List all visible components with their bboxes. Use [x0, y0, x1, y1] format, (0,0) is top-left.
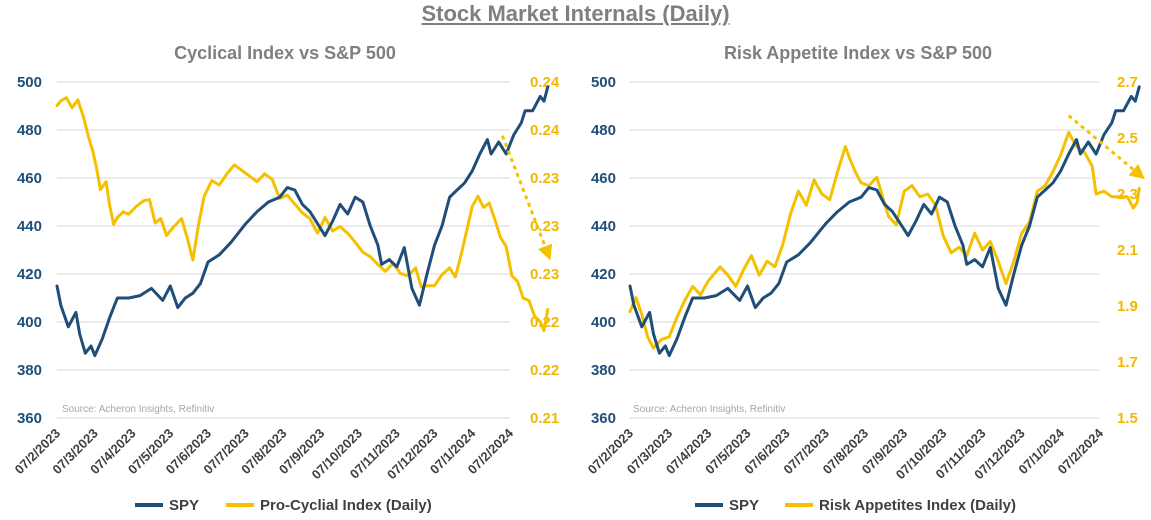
y-right-tick-label: 2.5 [1117, 130, 1138, 147]
source-note: Source: Acheron Insights, Refinitiv [62, 404, 214, 415]
y-left-tick-label: 460 [17, 170, 42, 187]
y-left-tick-label: 440 [591, 218, 616, 235]
y-right-tick-label: 1.5 [1117, 410, 1138, 427]
series-line-index [55, 96, 550, 333]
legend-label-spy: SPY [729, 497, 759, 514]
y-right-tick-label: 1.9 [1117, 298, 1138, 315]
y-left-tick-label: 380 [17, 362, 42, 379]
y-left-tick-label: 380 [591, 362, 616, 379]
y-right-tick-label: 2.7 [1117, 74, 1138, 91]
y-left-tick-label: 420 [591, 266, 616, 283]
y-left-tick-label: 360 [17, 410, 42, 427]
y-left-tick-label: 460 [591, 170, 616, 187]
chart-title: Cyclical Index vs S&P 500 [174, 43, 396, 63]
y-left-tick-label: 500 [17, 74, 42, 91]
legend-label-index: Pro-Cyclial Index (Daily) [260, 497, 432, 514]
y-left-tick-label: 500 [591, 74, 616, 91]
legend-label-index: Risk Appetites Index (Daily) [819, 497, 1016, 514]
y-left-tick-label: 480 [591, 122, 616, 139]
page-title: Stock Market Internals (Daily) [421, 1, 730, 26]
legend-label-spy: SPY [169, 497, 199, 514]
source-note: Source: Acheron Insights, Refinitiv [633, 404, 785, 415]
y-right-tick-label: 2.1 [1117, 242, 1138, 259]
y-right-tick-label: 0.23 [530, 266, 559, 283]
trend-arrow [501, 135, 553, 261]
y-left-tick-label: 440 [17, 218, 42, 235]
chart-panel-2: Risk Appetite Index vs S&P 500 500 480 460 4… [585, 43, 1145, 514]
y-left-tick-label: 400 [17, 314, 42, 331]
y-right-tick-label: 1.7 [1117, 354, 1138, 371]
y-right-tick-label: 2.3 [1117, 186, 1138, 203]
y-right-tick-label: 0.23 [530, 170, 559, 187]
y-left-tick-label: 360 [591, 410, 616, 427]
chart-panel-1: Cyclical Index vs S&P 500 500 480 460 440 420… [12, 43, 560, 514]
series-line-spy [55, 85, 550, 358]
y-right-tick-label: 0.24 [530, 122, 560, 139]
y-right-tick-label: 0.22 [530, 362, 559, 379]
y-left-tick-label: 420 [17, 266, 42, 283]
chart-title: Risk Appetite Index vs S&P 500 [724, 43, 992, 63]
series-line-spy [628, 85, 1141, 358]
y-right-tick-label: 0.23 [530, 218, 559, 235]
y-right-tick-label: 0.24 [530, 74, 560, 91]
y-left-tick-label: 480 [17, 122, 42, 139]
y-left-tick-label: 400 [591, 314, 616, 331]
y-right-tick-label: 0.21 [530, 410, 559, 427]
